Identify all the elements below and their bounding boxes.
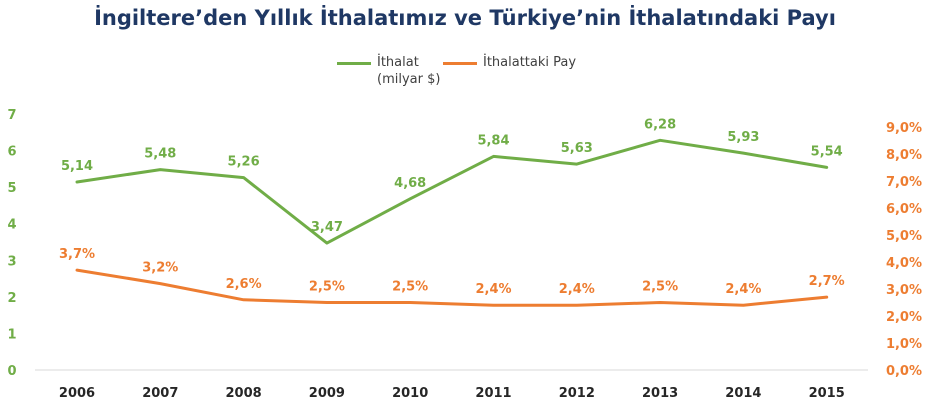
share-data-label: 2,4% [559,282,595,297]
share-data-label: 2,7% [809,274,845,289]
y-right-tick-label: 8,0% [886,148,922,163]
share-data-label: 3,7% [59,247,95,262]
x-tick-label: 2012 [559,386,595,401]
imports-data-label: 5,54 [811,144,843,159]
y-left-tick-label: 7 [7,108,16,123]
imports-data-label: 5,26 [228,155,260,170]
legend-label-share: İthalattaki Pay [483,55,577,70]
y-right-tick-label: 9,0% [886,121,922,136]
y-right-tick-label: 4,0% [886,256,922,271]
y-left-tick-label: 1 [7,327,16,342]
share-data-label: 2,5% [392,280,428,295]
y-left-tick-label: 4 [7,218,16,233]
y-right-tick-label: 5,0% [886,229,922,244]
imports-data-label: 5,84 [477,133,509,148]
legend-swatch-imports [337,62,371,65]
imports-data-label: 5,48 [144,147,176,162]
y-right-tick-label: 1,0% [886,337,922,352]
x-tick-label: 2013 [642,386,678,401]
x-tick-label: 2014 [725,386,761,401]
legend-item-imports: İthalat (milyar $) [337,54,440,88]
x-tick-label: 2011 [475,386,511,401]
y-right-tick-label: 7,0% [886,175,922,190]
y-left-tick-label: 6 [7,145,16,160]
imports-series-line [75,138,829,245]
x-tick-label: 2007 [142,386,178,401]
share-data-label: 3,2% [142,261,178,276]
legend-swatch-share [443,62,477,65]
share-data-label: 2,5% [309,280,345,295]
share-data-label: 2,4% [725,282,761,297]
y-right-tick-label: 3,0% [886,283,922,298]
share-data-label: 2,4% [475,282,511,297]
y-left-tick-label: 0 [7,364,16,379]
y-right-tick-label: 6,0% [886,202,922,217]
y-left-tick-label: 5 [7,181,16,196]
imports-data-label: 3,47 [311,220,343,235]
x-tick-label: 2008 [226,386,262,401]
x-tick-label: 2006 [59,386,95,401]
y-right-tick-label: 0,0% [886,364,922,379]
legend: İthalat (milyar $) İthalattaki Pay [0,54,930,94]
x-tick-label: 2010 [392,386,428,401]
imports-data-label: 5,93 [727,130,759,145]
share-data-label: 2,5% [642,280,678,295]
legend-label-imports: İthalat (milyar $) [377,55,441,87]
share-series-line [75,268,829,307]
imports-data-label: 5,63 [561,141,593,156]
imports-data-label: 5,14 [61,159,93,174]
y-right-tick-label: 2,0% [886,310,922,325]
y-left-tick-label: 3 [7,254,16,269]
chart-title: İngiltere’den Yıllık İthalatımız ve Türk… [94,6,836,30]
imports-data-label: 6,28 [644,117,676,132]
x-tick-label: 2009 [309,386,345,401]
y-left-tick-label: 2 [7,291,16,306]
legend-item-share: İthalattaki Pay [443,54,576,71]
share-data-label: 2,6% [226,277,262,292]
imports-data-label: 4,68 [394,176,426,191]
x-tick-label: 2015 [809,386,845,401]
